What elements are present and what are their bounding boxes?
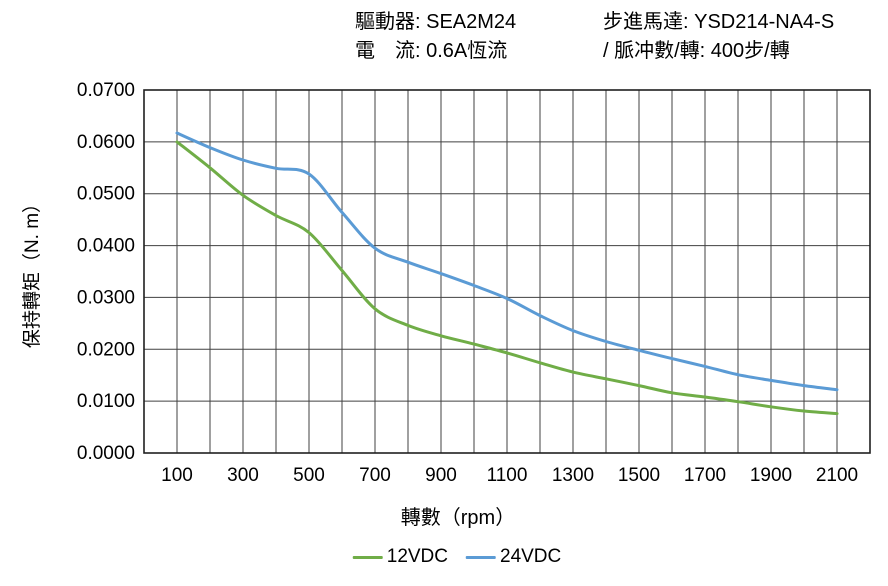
legend-item-24vdc: 24VDC <box>466 546 561 568</box>
series-line-24vdc <box>175 131 839 392</box>
series-line-12vdc <box>175 140 839 416</box>
x-tick-label: 900 <box>425 465 457 486</box>
plot-border <box>143 89 871 454</box>
y-tick-label: 0.0100 <box>77 391 135 412</box>
legend-item-12vdc: 12VDC <box>352 546 448 568</box>
x-tick-label: 1700 <box>684 465 726 486</box>
legend-line-swatch-24vdc-icon <box>466 555 496 559</box>
x-tick-label: 100 <box>161 465 193 486</box>
x-tick-label: 700 <box>359 465 391 486</box>
pulse-info: / 脈冲數/轉: 400步/轉 <box>603 40 790 62</box>
legend-label-12vdc: 12VDC <box>386 546 448 567</box>
y-axis-title: 保持轉矩（N. m） <box>22 193 43 349</box>
x-tick-label: 1100 <box>487 465 528 486</box>
x-tick-label: 1900 <box>750 465 792 486</box>
driver-info: 驅動器: SEA2M24 <box>355 11 517 33</box>
x-tick-label: 300 <box>227 465 259 486</box>
legend-label-24vdc: 24VDC <box>500 546 562 567</box>
y-tick-label: 0.0300 <box>77 287 135 308</box>
chart-legend: 12VDC 24VDC <box>352 546 561 568</box>
y-tick-label: 0.0000 <box>77 443 135 464</box>
y-tick-label: 0.0400 <box>77 236 135 257</box>
current-info: 電 流: 0.6A恆流 <box>355 40 508 62</box>
x-tick-label: 2100 <box>816 465 858 486</box>
x-tick-label: 1500 <box>618 465 660 486</box>
y-tick-label: 0.0700 <box>77 80 135 101</box>
motor-info: 步進馬達: YSD214-NA4-S <box>603 11 835 33</box>
x-tick-label: 500 <box>293 465 325 486</box>
legend-line-swatch-12vdc-icon <box>352 555 383 559</box>
y-tick-label: 0.0600 <box>77 132 135 153</box>
y-tick-label: 0.0200 <box>77 339 135 360</box>
x-axis-title: 轉數（rpm） <box>400 507 516 529</box>
y-tick-label: 0.0500 <box>77 184 135 205</box>
x-tick-label: 1300 <box>552 465 594 486</box>
